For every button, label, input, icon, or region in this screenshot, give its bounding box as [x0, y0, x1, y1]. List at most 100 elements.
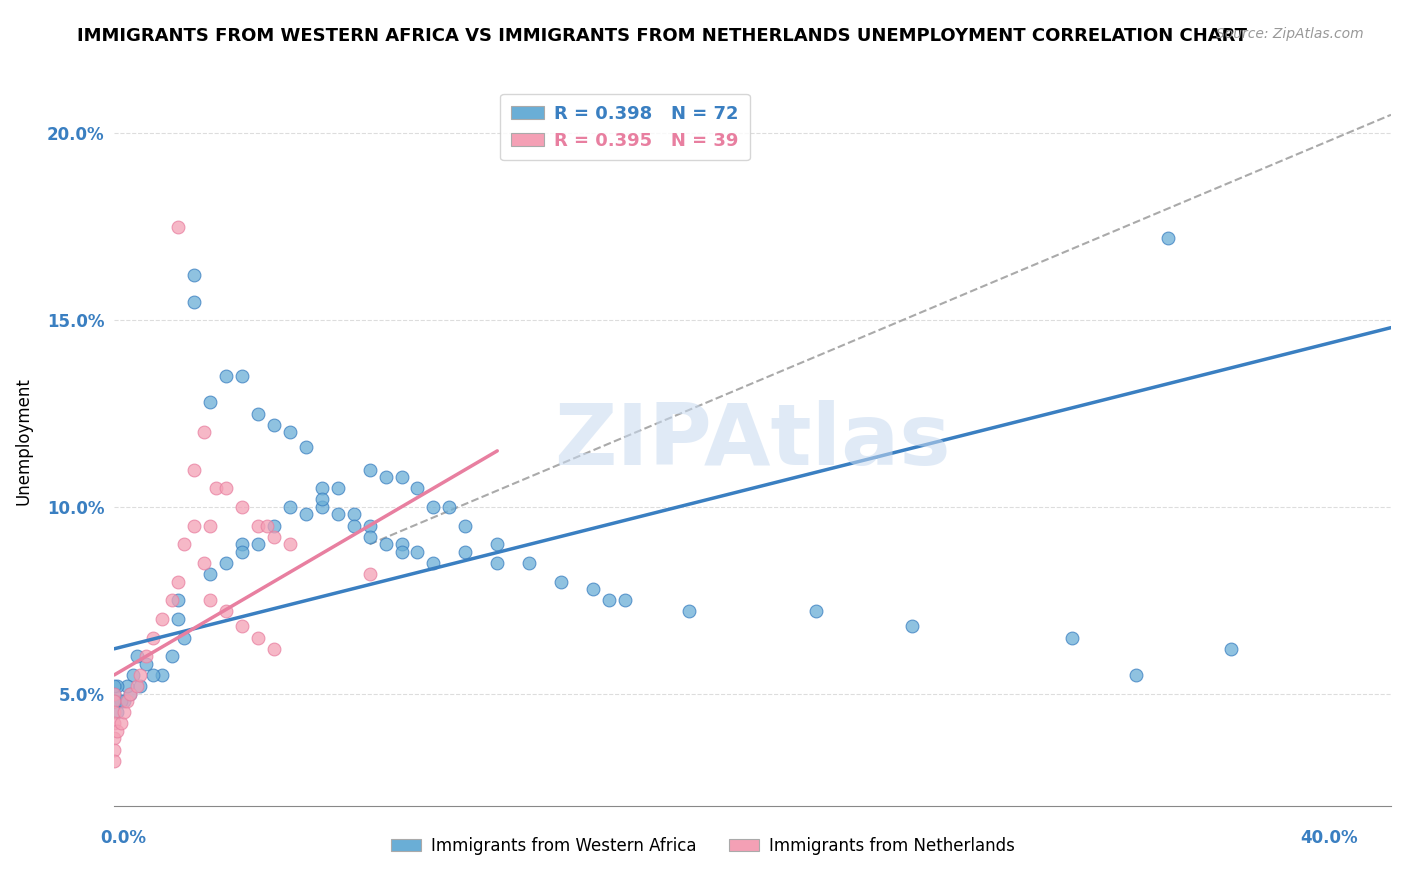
Point: [215, 481, 238, 495]
Point: [103, 687, 125, 701]
Point: [183, 462, 205, 476]
Point: [110, 716, 132, 731]
Point: [278, 425, 301, 440]
Point: [173, 631, 195, 645]
Point: [167, 612, 190, 626]
Point: [256, 518, 278, 533]
Point: [193, 556, 215, 570]
Point: [103, 694, 125, 708]
Text: IMMIGRANTS FROM WESTERN AFRICA VS IMMIGRANTS FROM NETHERLANDS UNEMPLOYMENT CORRE: IMMIGRANTS FROM WESTERN AFRICA VS IMMIGR…: [77, 27, 1247, 45]
Point: [406, 545, 429, 559]
Point: [215, 369, 238, 384]
Point: [198, 567, 221, 582]
Text: Source: ZipAtlas.com: Source: ZipAtlas.com: [1216, 27, 1364, 41]
Point: [278, 500, 301, 514]
Point: [294, 508, 316, 522]
Point: [198, 518, 221, 533]
Point: [246, 537, 269, 551]
Point: [1060, 631, 1083, 645]
Point: [343, 508, 366, 522]
Point: [125, 649, 148, 664]
Point: [374, 537, 396, 551]
Point: [103, 731, 125, 746]
Text: 0.0%: 0.0%: [101, 829, 146, 847]
Point: [167, 219, 190, 234]
Point: [215, 604, 238, 618]
Point: [128, 668, 150, 682]
Point: [150, 612, 173, 626]
Point: [517, 556, 540, 570]
Point: [422, 500, 444, 514]
Point: [678, 604, 700, 618]
Point: [263, 417, 285, 432]
Legend: Immigrants from Western Africa, Immigrants from Netherlands: Immigrants from Western Africa, Immigran…: [384, 830, 1022, 862]
Point: [311, 500, 333, 514]
Point: [112, 706, 135, 720]
Point: [205, 481, 228, 495]
Point: [359, 567, 381, 582]
Point: [326, 481, 349, 495]
Point: [550, 574, 572, 589]
Point: [183, 294, 205, 309]
Point: [294, 440, 316, 454]
Point: [128, 679, 150, 693]
Point: [343, 518, 366, 533]
Point: [231, 545, 253, 559]
Point: [135, 649, 157, 664]
Point: [103, 754, 125, 768]
Point: [486, 537, 509, 551]
Point: [486, 556, 509, 570]
Point: [112, 694, 135, 708]
Point: [135, 657, 157, 671]
Point: [231, 500, 253, 514]
Point: [598, 593, 620, 607]
Point: [107, 723, 129, 738]
Point: [107, 679, 129, 693]
Point: [198, 395, 221, 409]
Y-axis label: Unemployment: Unemployment: [15, 377, 32, 506]
Point: [231, 619, 253, 633]
Point: [359, 518, 381, 533]
Point: [439, 500, 461, 514]
Point: [1220, 641, 1243, 656]
Point: [103, 742, 125, 756]
Point: [103, 687, 125, 701]
Point: [1125, 668, 1147, 682]
Point: [278, 537, 301, 551]
Point: [263, 518, 285, 533]
Point: [231, 369, 253, 384]
Point: [115, 679, 138, 693]
Point: [183, 268, 205, 283]
Point: [125, 679, 148, 693]
Point: [901, 619, 924, 633]
Point: [311, 492, 333, 507]
Text: ZIPAtlas: ZIPAtlas: [554, 400, 950, 483]
Point: [167, 574, 190, 589]
Point: [359, 462, 381, 476]
Point: [103, 679, 125, 693]
Point: [311, 481, 333, 495]
Point: [406, 481, 429, 495]
Point: [160, 649, 183, 664]
Point: [454, 545, 477, 559]
Point: [391, 470, 413, 484]
Point: [613, 593, 636, 607]
Point: [806, 604, 828, 618]
Point: [120, 687, 142, 701]
Point: [1156, 231, 1178, 245]
Point: [193, 425, 215, 440]
Point: [110, 694, 132, 708]
Point: [263, 530, 285, 544]
Point: [150, 668, 173, 682]
Point: [454, 518, 477, 533]
Point: [246, 631, 269, 645]
Point: [422, 556, 444, 570]
Point: [120, 687, 142, 701]
Point: [122, 668, 145, 682]
Point: [198, 593, 221, 607]
Point: [103, 716, 125, 731]
Point: [391, 545, 413, 559]
Point: [391, 537, 413, 551]
Point: [246, 518, 269, 533]
Point: [167, 593, 190, 607]
